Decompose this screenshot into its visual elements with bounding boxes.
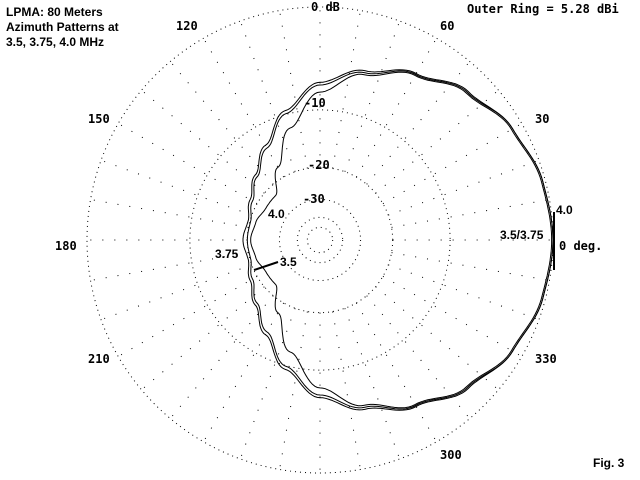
pattern-curve-4-0	[250, 71, 553, 409]
curve-label-4-0-back: 4.0	[268, 207, 285, 221]
angle-label-330: 330	[535, 352, 557, 366]
grid-spoke	[169, 295, 274, 419]
angle-label-120: 120	[176, 19, 198, 33]
grid-spoke	[375, 89, 499, 194]
grid-spoke	[344, 20, 401, 172]
grid-spoke	[141, 286, 265, 391]
title-line-3: 3.5, 3.75, 4.0 MHz	[6, 35, 105, 49]
grid-spoke	[100, 264, 252, 321]
grid-spoke	[117, 275, 258, 357]
ring-label-minus30: -30	[303, 192, 325, 206]
label-leader-3-5	[253, 261, 279, 271]
grid-spoke	[366, 61, 471, 185]
curve-label-4-0-front: 4.0	[556, 203, 573, 217]
grid-spoke	[355, 302, 437, 443]
grid-ring	[296, 216, 344, 264]
grid-spoke	[388, 264, 540, 321]
ring-label-0db: 0 dB	[311, 0, 340, 14]
grid-spoke	[375, 286, 499, 391]
grid-ring	[278, 198, 362, 282]
grid-spoke	[382, 123, 523, 205]
grid-spoke	[279, 311, 308, 470]
grid-spoke	[90, 199, 249, 228]
curve-label-3-75-back: 3.75	[215, 247, 239, 261]
grid-spoke	[382, 275, 523, 357]
angle-label-150: 150	[88, 112, 110, 126]
grid-spoke	[141, 89, 265, 194]
grid-spoke	[332, 10, 361, 169]
angle-label-300: 300	[440, 448, 462, 462]
title-line-2: Azimuth Patterns at	[6, 20, 119, 34]
angle-label-210: 210	[88, 352, 110, 366]
grid-spoke	[100, 159, 252, 216]
grid-spoke	[203, 37, 285, 178]
angle-label-0: 0 deg.	[559, 239, 603, 253]
grid-spoke	[279, 10, 308, 169]
grid-ring	[246, 166, 394, 314]
grid-spoke	[388, 159, 540, 216]
outer-ring-label: Outer Ring = 5.28 dBi	[467, 2, 619, 16]
grid-spoke	[203, 302, 285, 443]
pattern-curve-3-5	[246, 70, 554, 410]
curve-label-3-5-3-75-front: 3.5/3.75	[500, 228, 544, 242]
grid-ring	[86, 6, 554, 474]
curve-label-3-5-back: 3.5	[280, 255, 297, 269]
figure-label: Fig. 3	[593, 456, 625, 470]
grid-spoke	[332, 311, 361, 470]
angle-label-60: 60	[440, 19, 455, 33]
grid-spoke	[344, 308, 401, 460]
grid-spoke	[169, 61, 274, 185]
ring-label-minus10: -10	[304, 96, 326, 110]
grid-spoke	[239, 308, 296, 460]
grid-spoke	[117, 123, 258, 205]
ring-label-minus20: -20	[308, 158, 330, 172]
grid-ring	[306, 226, 334, 254]
grid-ring	[189, 109, 451, 371]
grid-spoke	[391, 199, 550, 228]
angle-label-30: 30	[535, 112, 550, 126]
grid-spoke	[239, 20, 296, 172]
title-line-1: LPMA: 80 Meters	[6, 5, 103, 19]
angle-label-180: 180	[55, 239, 77, 253]
grid-spoke	[391, 252, 550, 281]
pattern-curve-3-75	[242, 69, 554, 411]
grid-spoke	[355, 37, 437, 178]
grid-spoke	[366, 295, 471, 419]
